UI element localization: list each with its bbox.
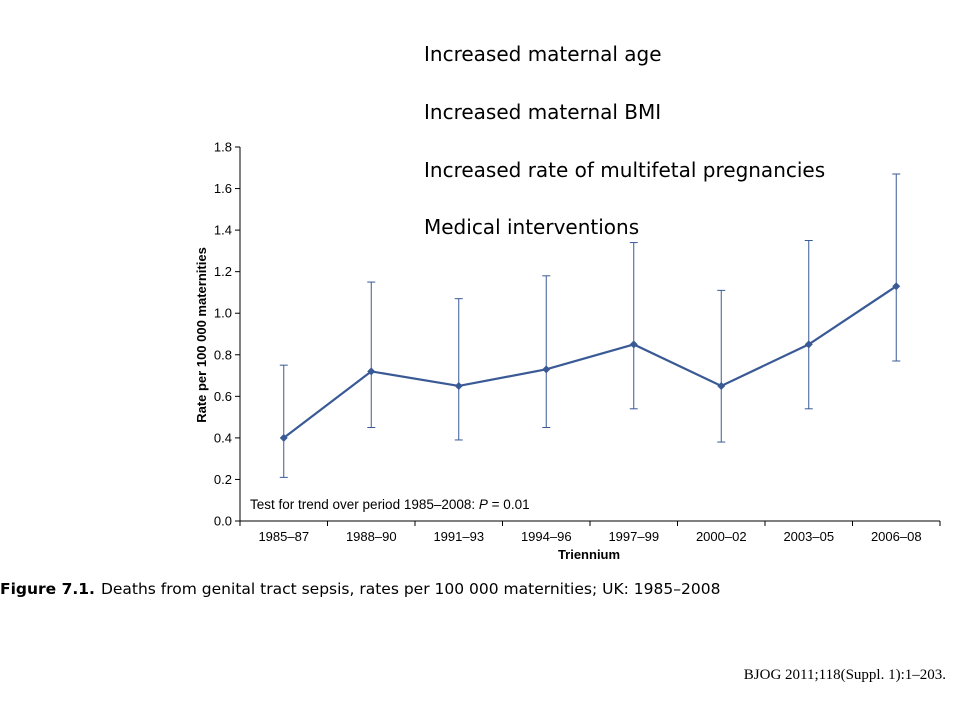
trend-test-annotation: Test for trend over period 1985–2008: P … [250,497,530,512]
data-point [892,282,901,291]
x-axis-label: Triennium [558,547,620,562]
data-point [717,381,726,390]
y-tick-label: 1.0 [214,306,232,321]
data-point [454,381,463,390]
y-tick-label: 0.8 [214,347,232,362]
x-tick-label: 2006–08 [871,529,922,544]
data-point [542,365,551,374]
x-tick-label: 1985–87 [258,529,309,544]
bullet-item: Increased maternal BMI [424,100,662,124]
figure-caption-text: Deaths from genital tract sepsis, rates … [100,580,721,598]
citation: BJOG 2011;118(Suppl. 1):1–203. [743,667,946,683]
error-bars [279,173,901,478]
annotation-prefix: Test for trend over period 1985–2008: [250,497,479,512]
x-tick-label: 1997–99 [608,529,659,544]
data-point [279,433,288,442]
y-tick-label: 0.2 [214,472,232,487]
y-tick-label: 1.8 [214,140,232,155]
chart-axes: 0.0 0.2 0.4 0.6 0.8 1.0 1.2 1.4 1.6 1.8 1985–87 198… [214,140,941,544]
y-tick-label: 0.6 [214,389,232,404]
series-line [283,285,897,439]
figure-caption: Figure 7.1. Deaths from genital tract sep… [0,580,720,598]
bullet-item: Increased rate of multifetal pregnancies [424,158,826,182]
y-tick-label: 0.4 [214,430,232,445]
data-point [629,340,638,349]
x-tick-label: 1994–96 [521,529,572,544]
y-axis-label: Rate per 100 000 maternities [194,247,209,423]
annotation-suffix: = 0.01 [488,497,530,512]
x-tick-label: 2003–05 [783,529,834,544]
data-point [367,367,376,376]
series-line-group [279,282,901,442]
bullet-item: Increased maternal age [424,42,662,66]
annotation-p: P [479,497,488,512]
x-tick-label: 1991–93 [433,529,484,544]
figure-label: Figure 7.1. [0,580,95,598]
x-tick-label: 1988–90 [346,529,397,544]
y-tick-label: 0.0 [214,514,232,529]
y-tick-label: 1.4 [214,223,232,238]
x-tick-label: 2000–02 [696,529,747,544]
y-tick-label: 1.2 [214,264,232,279]
data-point [804,340,813,349]
y-tick-label: 1.6 [214,181,232,196]
chart-labels: Rate per 100 000 maternities Triennium T… [194,247,620,562]
bullet-item: Medical interventions [424,215,640,239]
